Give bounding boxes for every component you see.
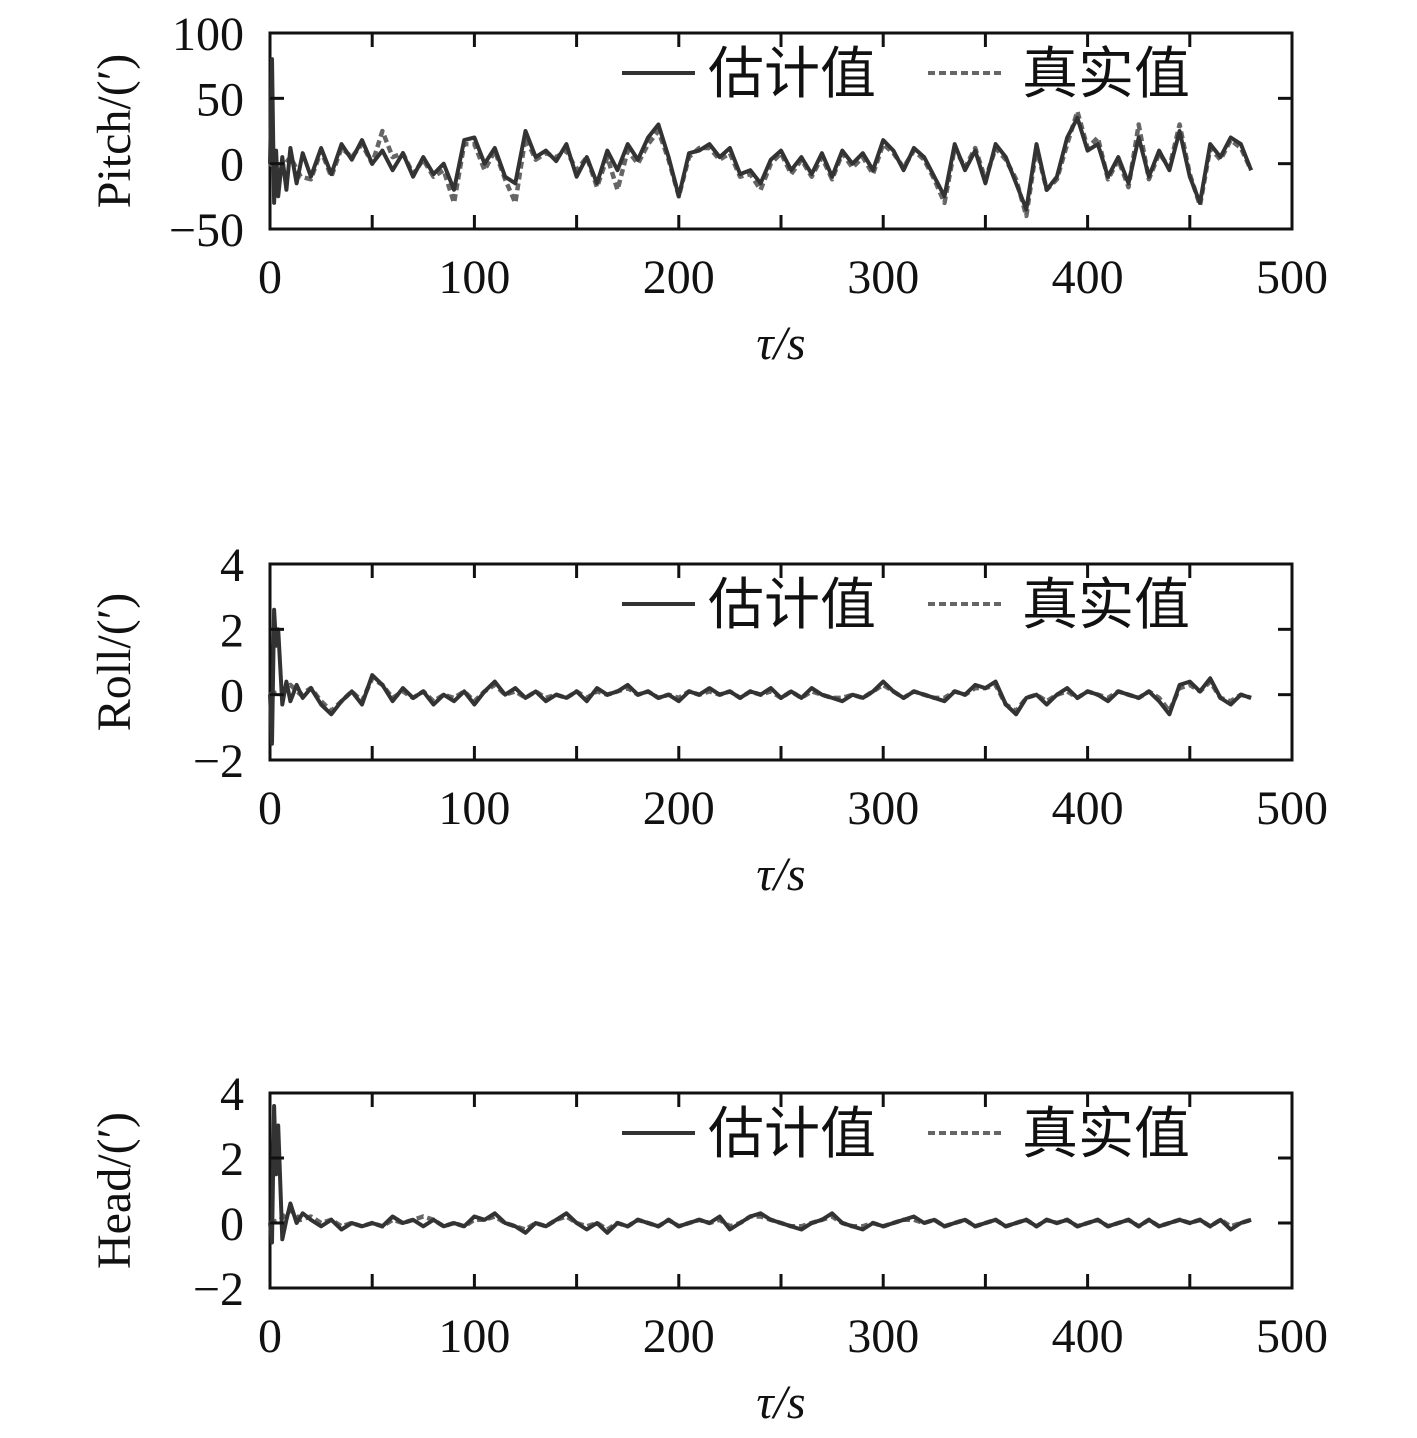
- series-line-estimate: [268, 1104, 1252, 1245]
- legend: 估计值 真实值: [622, 575, 1190, 637]
- y-axis-label: Roll/(′): [88, 593, 141, 732]
- y-tick-label: −50: [169, 204, 244, 257]
- legend-label-estimate: 估计值: [708, 575, 876, 637]
- x-tick-label: 100: [438, 782, 510, 835]
- y-tick-label: 2: [220, 1133, 244, 1186]
- x-tick-label: 0: [258, 251, 282, 304]
- y-tick-label: 0: [220, 670, 244, 723]
- x-tick-label: 300: [847, 1310, 919, 1363]
- y-tick-label: 4: [220, 1068, 244, 1121]
- y-tick-label: 0: [220, 139, 244, 192]
- y-axis-label: Pitch/(′): [88, 54, 141, 208]
- x-tick-label: 0: [258, 782, 282, 835]
- legend-label-estimate: 估计值: [708, 44, 876, 106]
- y-tick-label: 0: [220, 1198, 244, 1251]
- x-tick-label: 500: [1256, 782, 1328, 835]
- series-line-estimate: [268, 57, 1253, 212]
- legend-label-true: 真实值: [1022, 1104, 1190, 1166]
- x-tick-label: 100: [438, 1310, 510, 1363]
- x-tick-label: 400: [1052, 251, 1124, 304]
- x-axis-label: τ/s: [756, 1376, 805, 1429]
- x-tick-label: 500: [1256, 251, 1328, 304]
- y-tick-label: −2: [193, 1263, 244, 1316]
- y-tick-label: 2: [220, 604, 244, 657]
- x-tick-label: 400: [1052, 1310, 1124, 1363]
- y-tick-label: −2: [193, 735, 244, 788]
- chart-panel-3: 0 100 200 300 400 500 −2 0 2 4 Head/(′) τ/s 估计值 真实值: [88, 1068, 1328, 1429]
- x-tick-label: 0: [258, 1310, 282, 1363]
- y-tick-label: 50: [196, 73, 244, 126]
- series-group: [268, 607, 1252, 746]
- y-tick-label: 4: [220, 539, 244, 592]
- y-axis-label: Head/(′): [88, 1112, 141, 1269]
- x-tick-label: 300: [847, 782, 919, 835]
- x-axis-label: τ/s: [756, 317, 805, 370]
- x-tick-label: 400: [1052, 782, 1124, 835]
- legend-label-estimate: 估计值: [708, 1104, 876, 1166]
- x-tick-label: 300: [847, 251, 919, 304]
- x-tick-label: 200: [643, 1310, 715, 1363]
- legend: 估计值 真实值: [622, 1104, 1190, 1166]
- x-axis-label: τ/s: [756, 848, 805, 901]
- x-tick-label: 200: [643, 782, 715, 835]
- chart-panel-1: 0 100 200 300 400 500 −50 0 50 100 Pitch/(′) τ/s 估计值…: [88, 8, 1328, 370]
- series-line-estimate: [268, 607, 1252, 746]
- x-tick-label: 500: [1256, 1310, 1328, 1363]
- chart-panel-2: 0 100 200 300 400 500 −2 0 2 4 Roll/(′) τ/s 估计值 真实值: [88, 539, 1328, 901]
- legend: 估计值 真实值: [622, 44, 1190, 106]
- series-group: [268, 57, 1254, 219]
- legend-label-true: 真实值: [1022, 575, 1190, 637]
- x-tick-label: 200: [643, 251, 715, 304]
- legend-label-true: 真实值: [1022, 44, 1190, 106]
- x-tick-label: 100: [438, 251, 510, 304]
- series-group: [268, 1104, 1252, 1245]
- y-tick-label: 100: [172, 8, 244, 61]
